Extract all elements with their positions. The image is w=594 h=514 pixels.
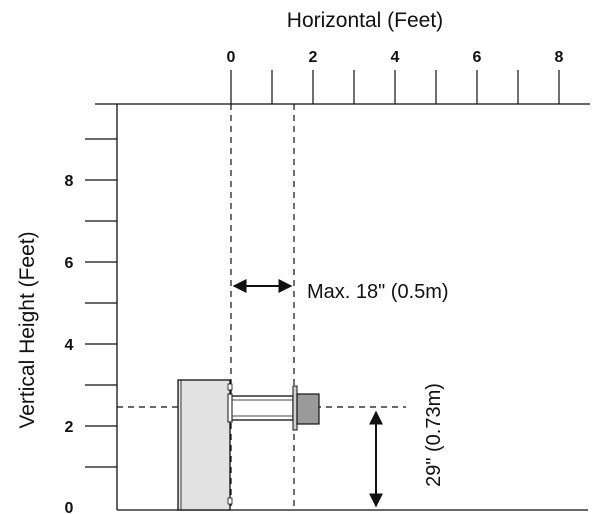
- y-tick-label-6: 6: [65, 255, 74, 272]
- appliance-bracket-bottom: [227, 497, 233, 505]
- left-axis-ticks: [85, 138, 117, 468]
- x-axis-title: Horizontal (Feet): [287, 9, 443, 32]
- y-tick-label-4: 4: [65, 337, 74, 354]
- y-tick-label-2: 2: [65, 419, 74, 436]
- x-tick-label-0: 0: [227, 49, 236, 66]
- vent-terminal-flange: [292, 385, 298, 431]
- vent-pipe-collar: [227, 393, 233, 423]
- y-tick-label-8: 8: [65, 173, 74, 190]
- top-axis-ticks: [230, 70, 560, 104]
- height-label: 29" (0.73m): [423, 383, 445, 487]
- max-offset-label: Max. 18" (0.5m): [307, 281, 449, 303]
- x-tick-label-2: 2: [309, 49, 318, 66]
- x-tick-label-4: 4: [391, 49, 400, 66]
- y-axis-title: Vertical Height (Feet): [16, 231, 39, 428]
- appliance-bracket-top: [227, 383, 233, 391]
- y-tick-label-0: 0: [65, 500, 74, 514]
- appliance-body: [177, 379, 231, 511]
- vent-terminal-cap: [296, 393, 320, 425]
- x-tick-label-6: 6: [473, 49, 482, 66]
- x-tick-label-8: 8: [555, 49, 564, 66]
